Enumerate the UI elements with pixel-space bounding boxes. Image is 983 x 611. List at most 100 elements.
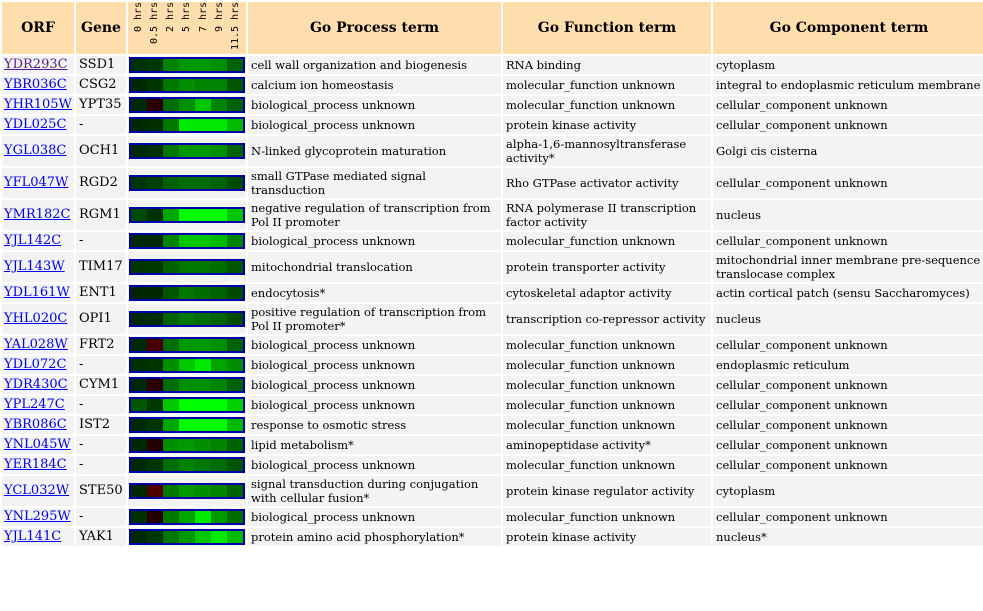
expression-value-block bbox=[147, 59, 163, 71]
expression-value-block bbox=[211, 235, 227, 247]
orf-link[interactable]: YBR036C bbox=[4, 77, 67, 92]
expression-heatmap bbox=[129, 143, 245, 159]
orf-link[interactable]: YER184C bbox=[4, 457, 67, 472]
expression-value-block bbox=[147, 339, 163, 351]
expression-heatmap bbox=[129, 483, 245, 499]
orf-cell: YDL161W bbox=[2, 284, 74, 302]
expression-value-block bbox=[147, 531, 163, 543]
timepoint-label: 2 hrs bbox=[165, 2, 177, 33]
orf-link[interactable]: YDL161W bbox=[4, 285, 70, 300]
expression-value-block bbox=[147, 359, 163, 371]
expression-value-block bbox=[179, 177, 195, 189]
expression-heatmap-cell bbox=[128, 284, 246, 302]
process-term-cell: response to osmotic stress bbox=[248, 416, 501, 434]
orf-link[interactable]: YJL142C bbox=[4, 233, 62, 248]
orf-link[interactable]: YMR182C bbox=[4, 207, 71, 222]
orf-link[interactable]: YHR105W bbox=[4, 97, 72, 112]
function-term-cell: molecular_function unknown bbox=[503, 232, 711, 250]
expression-value-block bbox=[227, 459, 243, 471]
gene-cell: OPI1 bbox=[76, 304, 126, 334]
orf-cell: YBR036C bbox=[2, 76, 74, 94]
timepoint-label: 0.5 hrs bbox=[148, 2, 160, 45]
expression-value-block bbox=[179, 459, 195, 471]
orf-link[interactable]: YDR293C bbox=[4, 57, 68, 72]
process-term-cell: biological_process unknown bbox=[248, 356, 501, 374]
orf-link[interactable]: YNL295W bbox=[4, 509, 71, 524]
process-term-cell: biological_process unknown bbox=[248, 456, 501, 474]
expression-value-block bbox=[211, 261, 227, 273]
expression-heatmap bbox=[129, 437, 245, 453]
expression-heatmap bbox=[129, 285, 245, 301]
orf-cell: YJL141C bbox=[2, 528, 74, 546]
expression-value-block bbox=[211, 339, 227, 351]
timepoint-label: 11.5 hrs bbox=[230, 2, 242, 51]
expression-heatmap bbox=[129, 233, 245, 249]
expression-heatmap-cell bbox=[128, 396, 246, 414]
orf-link[interactable]: YNL045W bbox=[4, 437, 71, 452]
timepoints-column-header: 0 hrs 0.5 hrs 2 hrs 5 hrs 7 hrs 9 hrs 11.5 hrs bbox=[128, 2, 246, 54]
orf-link[interactable]: YAL028W bbox=[4, 337, 68, 352]
expression-value-block bbox=[227, 339, 243, 351]
table-row: YDL161W ENT1 endocytosis* cytoskeletal adap… bbox=[2, 284, 983, 302]
expression-value-block bbox=[195, 511, 211, 523]
process-term-cell: negative regulation of transcription fro… bbox=[248, 200, 501, 230]
process-term-cell: mitochondrial translocation bbox=[248, 252, 501, 282]
process-term-cell: cell wall organization and biogenesis bbox=[248, 56, 501, 74]
process-term-cell: signal transduction during conjugation w… bbox=[248, 476, 501, 506]
expression-value-block bbox=[227, 379, 243, 391]
expression-value-block bbox=[163, 79, 179, 91]
function-term-cell: molecular_function unknown bbox=[503, 508, 711, 526]
component-term-cell: cellular_component unknown bbox=[713, 116, 983, 134]
expression-heatmap bbox=[129, 457, 245, 473]
expression-value-block bbox=[211, 119, 227, 131]
component-term-cell: actin cortical patch (sensu Saccharomyce… bbox=[713, 284, 983, 302]
expression-value-block bbox=[195, 209, 211, 221]
expression-value-block bbox=[195, 287, 211, 299]
expression-heatmap-cell bbox=[128, 252, 246, 282]
orf-link[interactable]: YCL032W bbox=[4, 483, 70, 498]
orf-link[interactable]: YDL025C bbox=[4, 117, 67, 132]
orf-cell: YDR293C bbox=[2, 56, 74, 74]
orf-link[interactable]: YPL247C bbox=[4, 397, 65, 412]
expression-value-block bbox=[227, 79, 243, 91]
orf-link[interactable]: YJL143W bbox=[4, 259, 65, 274]
expression-value-block bbox=[227, 59, 243, 71]
expression-value-block bbox=[131, 119, 147, 131]
component-term-cell: cellular_component unknown bbox=[713, 376, 983, 394]
orf-link[interactable]: YGL038C bbox=[4, 143, 67, 158]
expression-value-block bbox=[179, 287, 195, 299]
expression-heatmap-cell bbox=[128, 416, 246, 434]
expression-value-block bbox=[131, 287, 147, 299]
expression-value-block bbox=[179, 511, 195, 523]
orf-cell: YDL072C bbox=[2, 356, 74, 374]
expression-value-block bbox=[147, 511, 163, 523]
expression-value-block bbox=[179, 313, 195, 325]
expression-value-block bbox=[195, 177, 211, 189]
table-row: YDR293C SSD1 cell wall organization and bi… bbox=[2, 56, 983, 74]
expression-value-block bbox=[211, 485, 227, 497]
expression-heatmap bbox=[129, 529, 245, 545]
expression-value-block bbox=[163, 177, 179, 189]
function-term-cell: aminopeptidase activity* bbox=[503, 436, 711, 454]
expression-value-block bbox=[179, 79, 195, 91]
component-term-cell: integral to endoplasmic reticulum membra… bbox=[713, 76, 983, 94]
orf-link[interactable]: YHL020C bbox=[4, 311, 68, 326]
expression-value-block bbox=[147, 379, 163, 391]
orf-link[interactable]: YDR430C bbox=[4, 377, 68, 392]
expression-value-block bbox=[195, 419, 211, 431]
expression-value-block bbox=[195, 261, 211, 273]
component-term-cell: nucleus bbox=[713, 200, 983, 230]
orf-link[interactable]: YFL047W bbox=[4, 175, 69, 190]
orf-link[interactable]: YDL072C bbox=[4, 357, 67, 372]
expression-value-block bbox=[179, 531, 195, 543]
expression-value-block bbox=[227, 119, 243, 131]
expression-value-block bbox=[211, 531, 227, 543]
orf-link[interactable]: YJL141C bbox=[4, 529, 62, 544]
component-term-cell: Golgi cis cisterna bbox=[713, 136, 983, 166]
expression-value-block bbox=[163, 261, 179, 273]
orf-link[interactable]: YBR086C bbox=[4, 417, 67, 432]
expression-value-block bbox=[195, 439, 211, 451]
expression-value-block bbox=[131, 177, 147, 189]
expression-value-block bbox=[179, 399, 195, 411]
function-term-cell: molecular_function unknown bbox=[503, 336, 711, 354]
